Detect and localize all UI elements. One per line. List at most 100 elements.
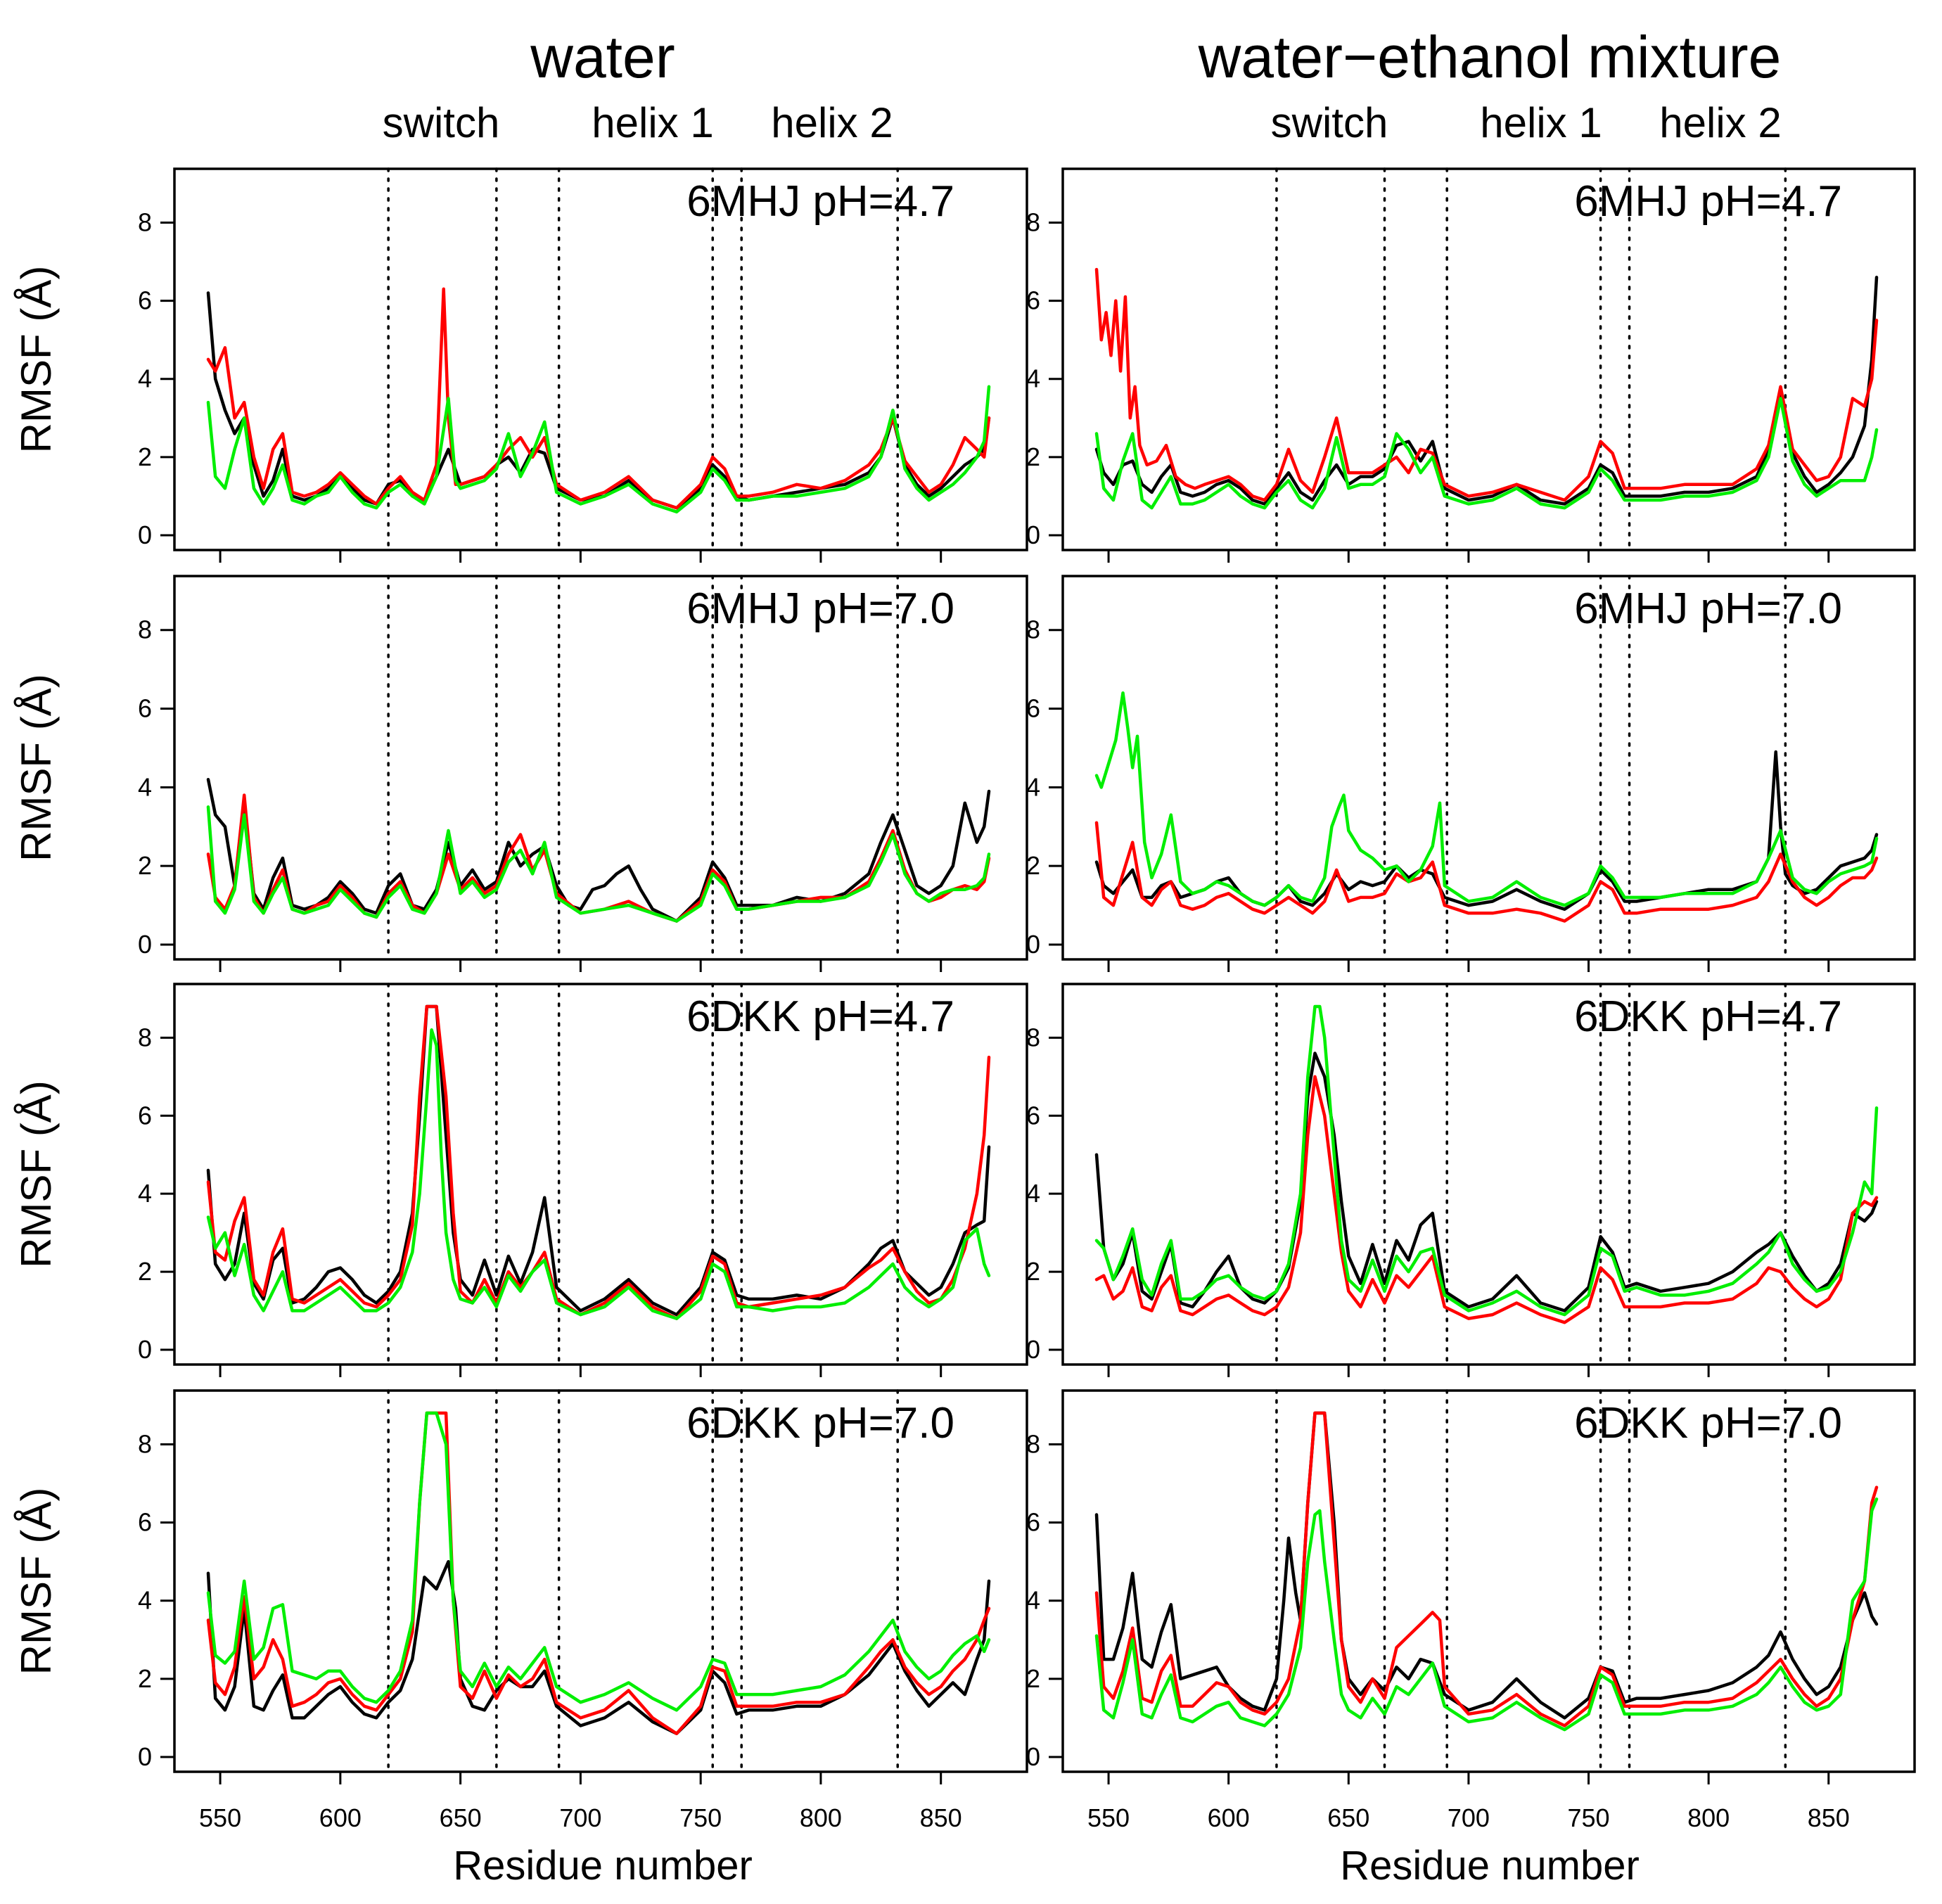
series-line-red	[1094, 1075, 1879, 1324]
y-axis-title-close: )	[13, 674, 60, 688]
y-tick-label: 6	[1026, 694, 1040, 723]
panel-label: 6DKK pH=4.7	[1574, 992, 1842, 1041]
series-line-black	[1094, 750, 1879, 911]
panel-water-0: 6MHJ pH=4.7 0 2 4 6 8 RMSF (Å)	[13, 167, 1028, 563]
y-tick-label: 6	[1026, 286, 1040, 315]
y-axis-title: RMSF (Å)	[13, 674, 60, 862]
y-tick-label: 4	[1026, 772, 1040, 801]
y-tick-label: 2	[138, 442, 152, 471]
series-line-black	[206, 777, 991, 923]
y-tick-label: 0	[138, 930, 152, 959]
panel-label: 6DKK pH=7.0	[1574, 1399, 1842, 1448]
x-tick-label: 850	[1808, 1803, 1850, 1832]
series-line-red	[206, 1411, 991, 1735]
y-axis-title-unit: Å	[13, 1094, 60, 1123]
y-axis-title-unit: Å	[13, 1502, 60, 1530]
plot-frame	[173, 983, 1028, 1366]
x-tick-label: 800	[1687, 1803, 1730, 1832]
y-tick-label: 6	[138, 694, 152, 723]
panel-mixture-2: 6DKK pH=4.7 0 2 4 6 8	[1026, 983, 1916, 1377]
y-tick-label: 4	[138, 1586, 152, 1615]
y-tick-label: 2	[138, 1664, 152, 1693]
y-axis-title: RMSF (Å)	[13, 266, 60, 454]
plot-frame	[173, 1389, 1028, 1773]
y-tick-label: 8	[138, 1429, 152, 1458]
plot-frame	[1061, 167, 1916, 551]
series-line-green	[1094, 397, 1879, 510]
series-line-red	[206, 793, 991, 923]
plot-frame	[173, 575, 1028, 961]
series-line-red	[1094, 821, 1879, 923]
series-group	[206, 287, 991, 513]
series-line-green	[1094, 1497, 1879, 1732]
plot-frame	[1061, 983, 1916, 1366]
region-label-switch-right: switch	[1271, 99, 1388, 146]
series-line-green	[206, 805, 991, 923]
panel-label: 6MHJ pH=4.7	[686, 177, 954, 226]
series-line-red	[1094, 267, 1879, 502]
region-label-helix2-left: helix 2	[771, 99, 893, 146]
series-line-red	[206, 1004, 991, 1320]
y-tick-label: 2	[138, 851, 152, 880]
y-tick-label: 8	[1026, 615, 1040, 644]
plot-frame	[173, 167, 1028, 551]
y-axis-title-unit: Å	[13, 688, 60, 716]
panel-label: 6MHJ pH=7.0	[1574, 584, 1842, 633]
x-axis-title-left: Residue number	[453, 1843, 753, 1889]
y-axis-title: RMSF (Å)	[13, 1488, 60, 1675]
y-axis-title-text: RMSF (	[13, 308, 60, 454]
plot-frame	[1061, 575, 1916, 961]
y-tick-label: 0	[1026, 1335, 1040, 1364]
y-tick-label: 0	[1026, 1742, 1040, 1771]
panel-water-3: 6DKK pH=7.0 0 2 4 6 8 550 600 650 700 750 800 850 RMS…	[13, 1389, 1028, 1832]
region-label-helix2-right: helix 2	[1659, 99, 1781, 146]
x-axis-title-right: Residue number	[1340, 1843, 1640, 1889]
y-axis-title-close: )	[13, 266, 60, 280]
y-axis-title-close: )	[13, 1488, 60, 1502]
y-axis-title-text: RMSF (	[13, 1123, 60, 1268]
panel-mixture-1: 6MHJ pH=7.0 0 2 4 6 8	[1026, 575, 1916, 972]
series-line-red	[206, 287, 991, 510]
series-line-red	[1094, 1411, 1879, 1727]
plot-frame	[1061, 1389, 1916, 1773]
y-tick-label: 2	[1026, 1257, 1040, 1286]
y-tick-label: 0	[138, 1335, 152, 1364]
y-tick-label: 2	[138, 1257, 152, 1286]
series-group	[1094, 1004, 1879, 1324]
x-tick-label: 650	[1327, 1803, 1369, 1832]
y-axis-title-text: RMSF (	[13, 716, 60, 862]
series-group	[1094, 1411, 1879, 1732]
series-line-black	[1094, 276, 1879, 506]
series-line-green	[206, 1028, 991, 1320]
y-tick-label: 6	[1026, 1101, 1040, 1130]
x-tick-label: 850	[920, 1803, 962, 1832]
series-group	[206, 777, 991, 923]
series-line-green	[1094, 691, 1879, 907]
series-line-black	[206, 291, 991, 510]
x-tick-label: 700	[559, 1803, 601, 1832]
y-tick-label: 8	[1026, 1429, 1040, 1458]
y-tick-label: 4	[138, 1179, 152, 1208]
y-tick-label: 0	[138, 520, 152, 549]
column-title-mixture: water−ethanol mixture	[1198, 24, 1782, 90]
series-group	[1094, 691, 1879, 923]
x-tick-label: 700	[1448, 1803, 1490, 1832]
y-axis-title: RMSF (Å)	[13, 1080, 60, 1268]
y-tick-label: 8	[1026, 207, 1040, 236]
y-axis-title-text: RMSF (	[13, 1530, 60, 1675]
x-tick-label: 650	[440, 1803, 482, 1832]
y-tick-label: 6	[138, 1101, 152, 1130]
y-axis-title-close: )	[13, 1080, 60, 1094]
x-tick-label: 600	[319, 1803, 362, 1832]
panel-label: 6DKK pH=7.0	[686, 1399, 954, 1448]
panel-label: 6MHJ pH=7.0	[686, 584, 954, 633]
y-tick-label: 8	[138, 615, 152, 644]
x-tick-label: 750	[679, 1803, 722, 1832]
y-tick-label: 4	[1026, 364, 1040, 393]
y-tick-label: 8	[1026, 1023, 1040, 1052]
y-tick-label: 4	[138, 772, 152, 801]
series-group	[206, 1411, 991, 1735]
y-tick-label: 8	[138, 1023, 152, 1052]
